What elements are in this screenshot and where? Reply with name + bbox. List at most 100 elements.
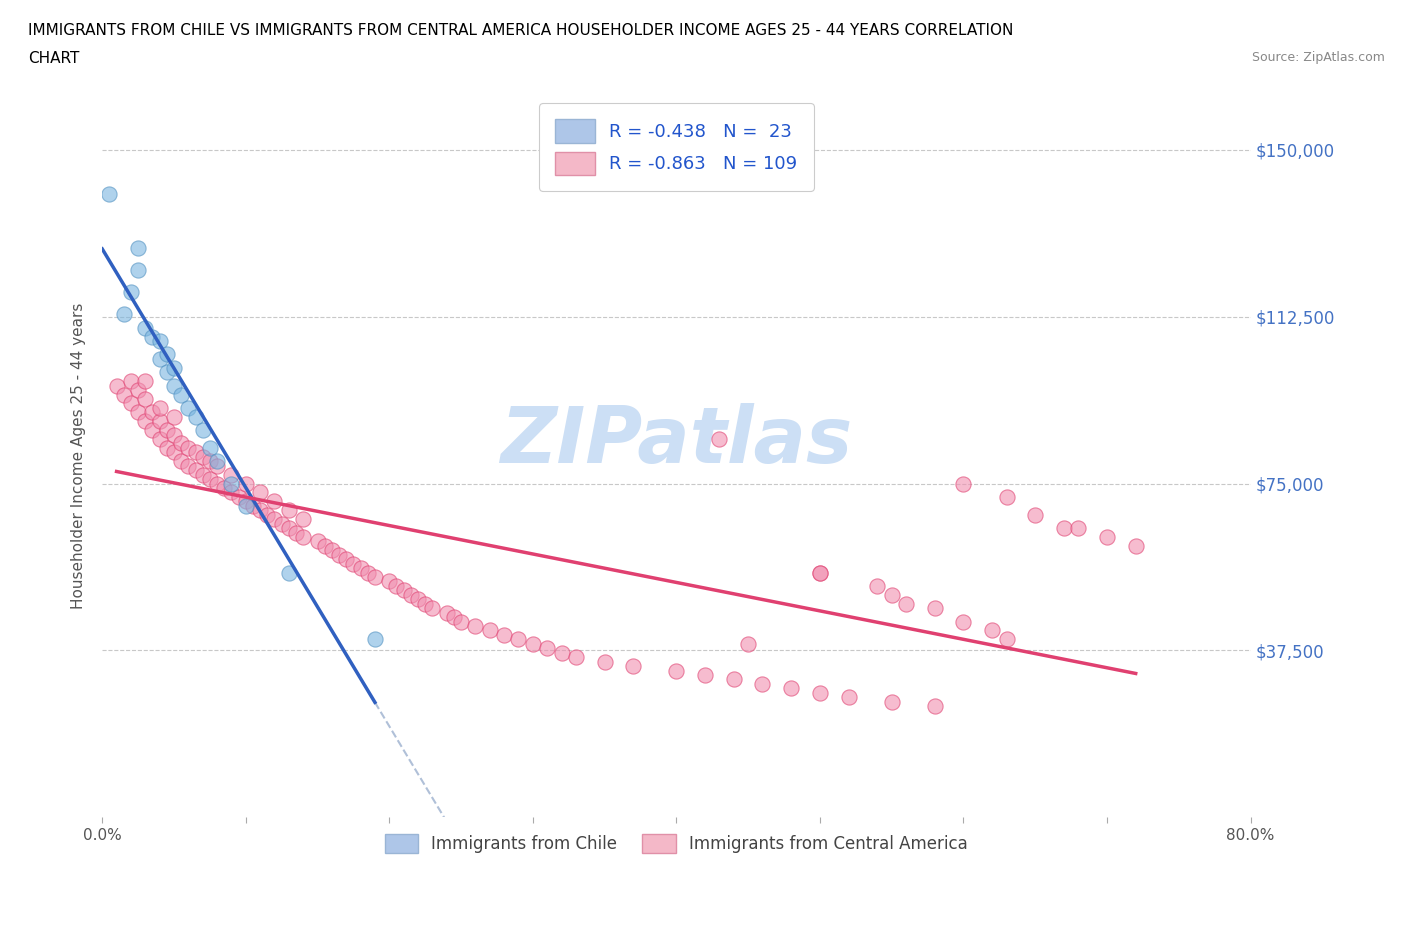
Point: [170, 436, 193, 451]
Point: [184, 463, 207, 478]
Point: [270, 516, 292, 531]
Point: [134, 414, 156, 429]
Point: [621, 658, 644, 673]
Point: [565, 650, 588, 665]
Point: [249, 503, 271, 518]
Point: [134, 374, 156, 389]
Point: [205, 458, 228, 473]
Point: [112, 307, 135, 322]
Point: [177, 441, 200, 456]
Point: [693, 668, 716, 683]
Point: [995, 631, 1018, 646]
Point: [277, 565, 299, 580]
Point: [406, 591, 429, 606]
Point: [422, 601, 444, 616]
Point: [335, 551, 357, 566]
Point: [263, 512, 285, 526]
Point: [141, 329, 163, 344]
Point: [349, 561, 371, 576]
Point: [1125, 538, 1147, 553]
Point: [952, 614, 974, 629]
Point: [364, 569, 387, 584]
Point: [105, 379, 128, 393]
Point: [256, 507, 278, 522]
Point: [808, 685, 831, 700]
Point: [134, 392, 156, 406]
Point: [177, 401, 200, 416]
Point: [112, 387, 135, 402]
Point: [149, 432, 172, 446]
Point: [464, 618, 486, 633]
Point: [413, 596, 436, 611]
Point: [120, 396, 142, 411]
Point: [328, 548, 350, 563]
Point: [191, 449, 214, 464]
Point: [385, 578, 408, 593]
Point: [838, 690, 860, 705]
Point: [508, 631, 530, 646]
Point: [221, 485, 243, 500]
Point: [1053, 521, 1076, 536]
Point: [364, 631, 387, 646]
Y-axis label: Householder Income Ages 25 - 44 years: Householder Income Ages 25 - 44 years: [72, 302, 86, 609]
Point: [191, 467, 214, 482]
Point: [399, 588, 422, 603]
Point: [321, 543, 343, 558]
Point: [263, 494, 285, 509]
Point: [536, 641, 558, 656]
Point: [198, 441, 221, 456]
Point: [127, 262, 149, 277]
Point: [127, 240, 149, 255]
Point: [235, 494, 257, 509]
Point: [191, 423, 214, 438]
Point: [170, 454, 193, 469]
Point: [156, 423, 179, 438]
Text: CHART: CHART: [28, 51, 80, 66]
Point: [127, 382, 149, 397]
Point: [285, 525, 308, 540]
Point: [450, 614, 472, 629]
Point: [235, 498, 257, 513]
Point: [277, 503, 299, 518]
Point: [1095, 529, 1118, 544]
Point: [163, 409, 186, 424]
Point: [221, 467, 243, 482]
Point: [149, 401, 172, 416]
Point: [866, 578, 889, 593]
Point: [163, 445, 186, 459]
Point: [550, 645, 572, 660]
Point: [665, 663, 688, 678]
Point: [1067, 521, 1090, 536]
Point: [205, 476, 228, 491]
Point: [436, 605, 458, 620]
Point: [163, 360, 186, 375]
Text: Source: ZipAtlas.com: Source: ZipAtlas.com: [1251, 51, 1385, 64]
Point: [522, 636, 544, 651]
Point: [177, 458, 200, 473]
Point: [205, 454, 228, 469]
Point: [314, 538, 336, 553]
Point: [593, 654, 616, 669]
Point: [184, 445, 207, 459]
Point: [149, 334, 172, 349]
Point: [221, 476, 243, 491]
Point: [342, 556, 364, 571]
Point: [149, 414, 172, 429]
Point: [120, 374, 142, 389]
Legend: Immigrants from Chile, Immigrants from Central America: Immigrants from Chile, Immigrants from C…: [378, 827, 974, 859]
Text: IMMIGRANTS FROM CHILE VS IMMIGRANTS FROM CENTRAL AMERICA HOUSEHOLDER INCOME AGES: IMMIGRANTS FROM CHILE VS IMMIGRANTS FROM…: [28, 23, 1014, 38]
Point: [1024, 507, 1046, 522]
Point: [184, 409, 207, 424]
Point: [880, 588, 903, 603]
Point: [163, 427, 186, 442]
Point: [443, 610, 465, 625]
Point: [808, 565, 831, 580]
Point: [494, 628, 516, 643]
Point: [212, 481, 235, 496]
Point: [156, 365, 179, 379]
Point: [134, 320, 156, 335]
Point: [478, 623, 501, 638]
Point: [924, 698, 946, 713]
Point: [292, 512, 315, 526]
Point: [198, 454, 221, 469]
